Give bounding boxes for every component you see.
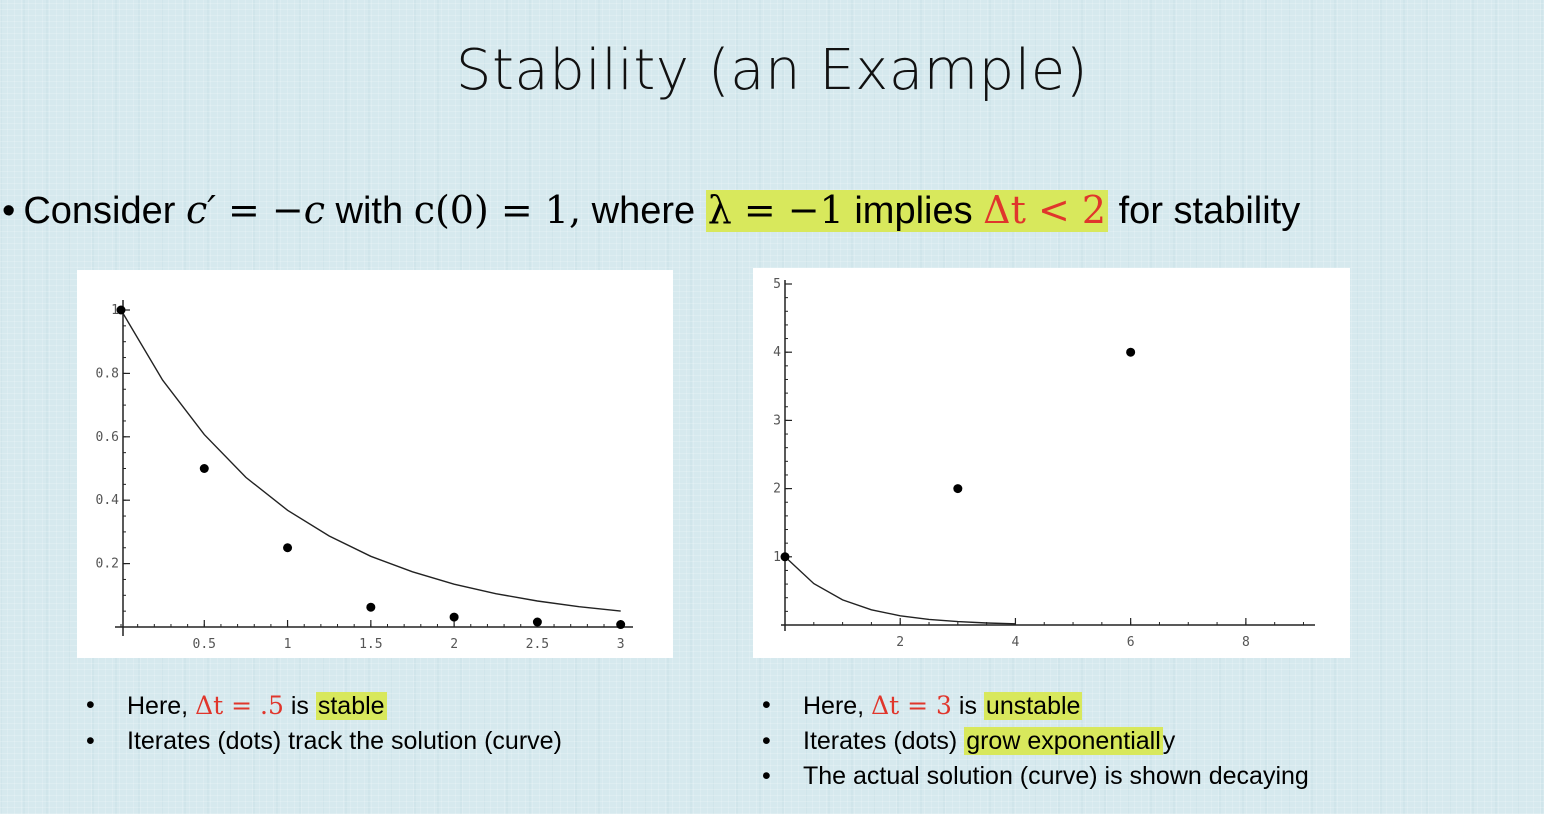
unstable-note-2: Iterates (dots) grow exponentially: [762, 724, 1309, 759]
stable-note-1: Here, Δt = .5 is stable: [86, 688, 562, 724]
unstable-chart: 1 2 3 4 5 2 4 6 8: [773, 277, 1315, 650]
with-text: with: [335, 190, 404, 232]
note-text: Iterates (dots): [803, 727, 958, 755]
x-tick-label: 4: [1012, 635, 1020, 650]
initial-condition: c(0) = 1,: [413, 188, 582, 232]
iterate-point: [116, 305, 126, 315]
iterate-point: [953, 484, 963, 494]
note-text: y: [1162, 727, 1176, 755]
note-text: Here,: [803, 692, 865, 720]
implies-text: implies: [854, 190, 973, 232]
for-stability-text: for stability: [1118, 190, 1301, 232]
note-text: is: [958, 692, 977, 720]
dt-stable-value: Δt = .5: [195, 691, 284, 720]
x-tick-label: 8: [1242, 635, 1250, 650]
x-tick-label: 1.5: [359, 637, 382, 652]
consider-text: Consider: [23, 190, 176, 232]
unstable-note-1: Here, Δt = 3 is unstable: [762, 688, 1309, 724]
y-tick-label: 3: [773, 413, 781, 428]
solution-curve: [120, 309, 621, 612]
main-bullet: • Consider c′ = −c with c(0) = 1, where λ…: [2, 186, 1300, 235]
x-tick-label: 2: [450, 637, 458, 652]
unstable-chart-panel: 1 2 3 4 5 2 4 6 8: [753, 268, 1350, 658]
x-tick-label: 2: [896, 635, 904, 650]
stability-highlight: λ = −1 implies Δt < 2: [705, 188, 1109, 232]
iterate-point: [449, 612, 459, 622]
solution-curve: [784, 556, 1016, 625]
grow-highlight: grow exponentiall: [964, 727, 1163, 755]
iterate-point: [532, 617, 542, 627]
y-tick-label: 1: [111, 303, 119, 318]
stable-chart-panel: 0.2 0.4 0.6 0.8 1 0.5 1 1.5 2 2.5 3: [77, 270, 673, 658]
iterate-point: [366, 602, 376, 612]
where-text: where: [591, 190, 696, 232]
y-tick-label: 0.6: [96, 430, 119, 445]
y-tick-label: 5: [773, 277, 781, 292]
stable-highlight: stable: [315, 692, 387, 720]
note-text: is: [290, 692, 309, 720]
iterate-point: [616, 620, 626, 630]
slide-title: Stability (an Example): [455, 38, 1089, 103]
iterate-point: [1126, 347, 1136, 357]
x-tick-label: 6: [1127, 635, 1135, 650]
y-tick-label: 0.8: [96, 366, 119, 381]
stable-note-2: Iterates (dots) track the solution (curv…: [86, 724, 562, 759]
stability-condition: Δt < 2: [983, 188, 1107, 232]
stable-notes: Here, Δt = .5 is stable Iterates (dots) …: [86, 688, 562, 759]
lambda-value: λ = −1: [707, 188, 844, 232]
iterate-point: [199, 464, 209, 473]
unstable-notes: Here, Δt = 3 is unstable Iterates (dots)…: [762, 688, 1309, 794]
unstable-highlight: unstable: [983, 692, 1083, 720]
y-tick-label: 2: [773, 482, 781, 497]
y-tick-label: 0.2: [96, 557, 119, 572]
y-tick-label: 4: [773, 345, 781, 360]
x-tick-label: 2.5: [526, 637, 549, 652]
x-tick-label: 1: [284, 637, 292, 652]
ode-equation: c′ = −c: [185, 188, 325, 232]
iterate-point: [780, 552, 790, 562]
y-tick-label: 1: [773, 550, 781, 565]
x-tick-label: 0.5: [193, 637, 216, 652]
bullet-icon: •: [2, 190, 16, 232]
x-tick-label: 3: [617, 637, 625, 652]
unstable-note-3: The actual solution (curve) is shown dec…: [762, 759, 1309, 794]
iterate-point: [283, 543, 293, 553]
dt-unstable-value: Δt = 3: [871, 691, 952, 720]
stable-chart: 0.2 0.4 0.6 0.8 1 0.5 1 1.5 2 2.5 3: [96, 300, 633, 652]
y-tick-label: 0.4: [96, 493, 120, 508]
note-text: Here,: [127, 692, 189, 720]
